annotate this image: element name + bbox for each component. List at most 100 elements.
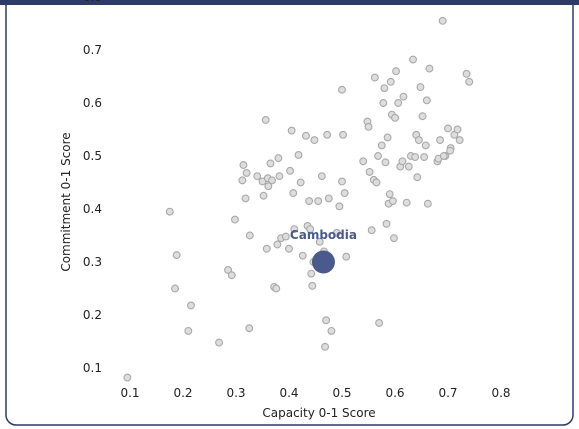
scatter-point: [241, 194, 250, 203]
chart-border: [5, 0, 574, 426]
y-axis-label: Commitment 0-1 Score: [59, 132, 73, 271]
scatter-point: [438, 16, 447, 25]
x-tick-label: 0.4: [279, 386, 298, 400]
scatter-point: [381, 158, 390, 167]
scatter-point: [314, 197, 323, 206]
scatter-point: [285, 244, 293, 253]
scatter-point: [372, 178, 381, 187]
x-tick-label: 0.8: [491, 386, 510, 400]
scatter-point: [389, 234, 398, 243]
scatter-point: [453, 125, 462, 134]
scatter-point: [382, 219, 391, 228]
scatter-point: [402, 198, 411, 207]
scatter-point: [338, 85, 346, 94]
scatter-point: [302, 131, 310, 140]
scatter-point: [245, 231, 254, 240]
scatter-point: [409, 55, 417, 64]
scatter-point: [253, 172, 262, 181]
scatter-point: [380, 84, 389, 93]
scatter-point: [310, 136, 319, 145]
scatter-point: [317, 172, 326, 181]
scatter-point: [294, 150, 303, 159]
scatter-point: [296, 178, 305, 187]
scatter-point: [338, 177, 346, 186]
scatter-point: [275, 172, 284, 181]
scatter-point: [374, 152, 382, 160]
scatter-point: [414, 136, 423, 145]
y-tick-label: 0.7: [83, 43, 102, 57]
scatter-point: [340, 189, 349, 198]
scatter-point: [436, 136, 444, 145]
scatter-point: [370, 73, 379, 82]
scatter-point: [322, 316, 331, 325]
scatter-point: [323, 130, 332, 139]
x-tick-label: 0.2: [173, 386, 192, 400]
scatter-point: [335, 202, 344, 211]
scatter-point: [259, 191, 268, 200]
scatter-point: [245, 324, 254, 333]
scatter-point: [379, 99, 388, 107]
scatter-point: [306, 225, 315, 234]
scatter-point: [239, 161, 248, 169]
scatter-point: [420, 153, 429, 162]
scatter-point: [215, 338, 223, 347]
scatter-point: [165, 207, 174, 216]
scatter-point: [187, 301, 195, 310]
scatter-point: [171, 284, 180, 293]
scatter-point: [321, 342, 329, 351]
scatter-point: [444, 124, 452, 133]
scatter-point: [422, 96, 431, 105]
scatter-point: [172, 251, 181, 260]
x-axis-ticks: 0.1 0.2 0.3 0.4 0.5 0.6 0.7 0.8: [120, 386, 510, 400]
scatter-point: [413, 173, 422, 182]
scatter-point: [416, 83, 425, 92]
y-tick-label: 0.4: [83, 202, 102, 216]
scatter-point: [365, 167, 374, 176]
y-tick-label: 0.3: [83, 255, 102, 269]
scatter-point: [266, 159, 275, 168]
scatter-point: [375, 319, 384, 327]
x-tick-label: 0.6: [385, 386, 404, 400]
scatter-point: [273, 240, 282, 249]
y-tick-label: 0.6: [83, 96, 102, 110]
y-tick-label: 0.2: [83, 308, 102, 322]
scatter-point: [305, 197, 314, 206]
y-axis-ticks: 0.1 0.2 0.3 0.4 0.5 0.6 0.7 0.8: [83, 0, 102, 375]
scatter-point: [421, 141, 430, 150]
scatter-point: [398, 157, 407, 166]
scatter-point: [462, 69, 471, 78]
scatter-point: [308, 281, 317, 290]
scatter-point: [262, 244, 271, 253]
scatter-point: [242, 169, 251, 177]
scatter-point: [286, 166, 295, 175]
scatter-point: [383, 133, 392, 142]
scatter-point: [238, 176, 247, 185]
scatter-point: [290, 225, 299, 234]
scatter-point: [298, 251, 307, 260]
scatter-point: [327, 326, 336, 335]
scatter-point: [224, 266, 233, 274]
scatter-point: [418, 112, 427, 121]
scatter-point: [404, 162, 413, 171]
scatter-point: [230, 215, 239, 224]
scatter-point: [287, 126, 296, 135]
scatter-point: [342, 252, 351, 261]
x-tick-label: 0.7: [438, 386, 457, 400]
scatter-point: [425, 64, 434, 73]
y-tick-label: 0.1: [83, 361, 102, 375]
scatter-point: [359, 157, 368, 166]
x-axis-label: Capacity 0-1 Score: [262, 406, 375, 420]
scatter-point: [385, 190, 394, 199]
scatter-point: [272, 284, 281, 293]
x-tick-label: 0.3: [226, 386, 245, 400]
scatter-point: [274, 154, 283, 163]
scatter-point: [307, 269, 316, 278]
scatter-point: [367, 226, 376, 235]
scatter-point: [332, 228, 341, 237]
scatter-point: [391, 113, 399, 122]
highlight-point: [311, 250, 335, 274]
y-tick-label: 0.8: [83, 0, 102, 4]
x-tick-label: 0.5: [332, 386, 351, 400]
scatter-point: [289, 189, 298, 198]
